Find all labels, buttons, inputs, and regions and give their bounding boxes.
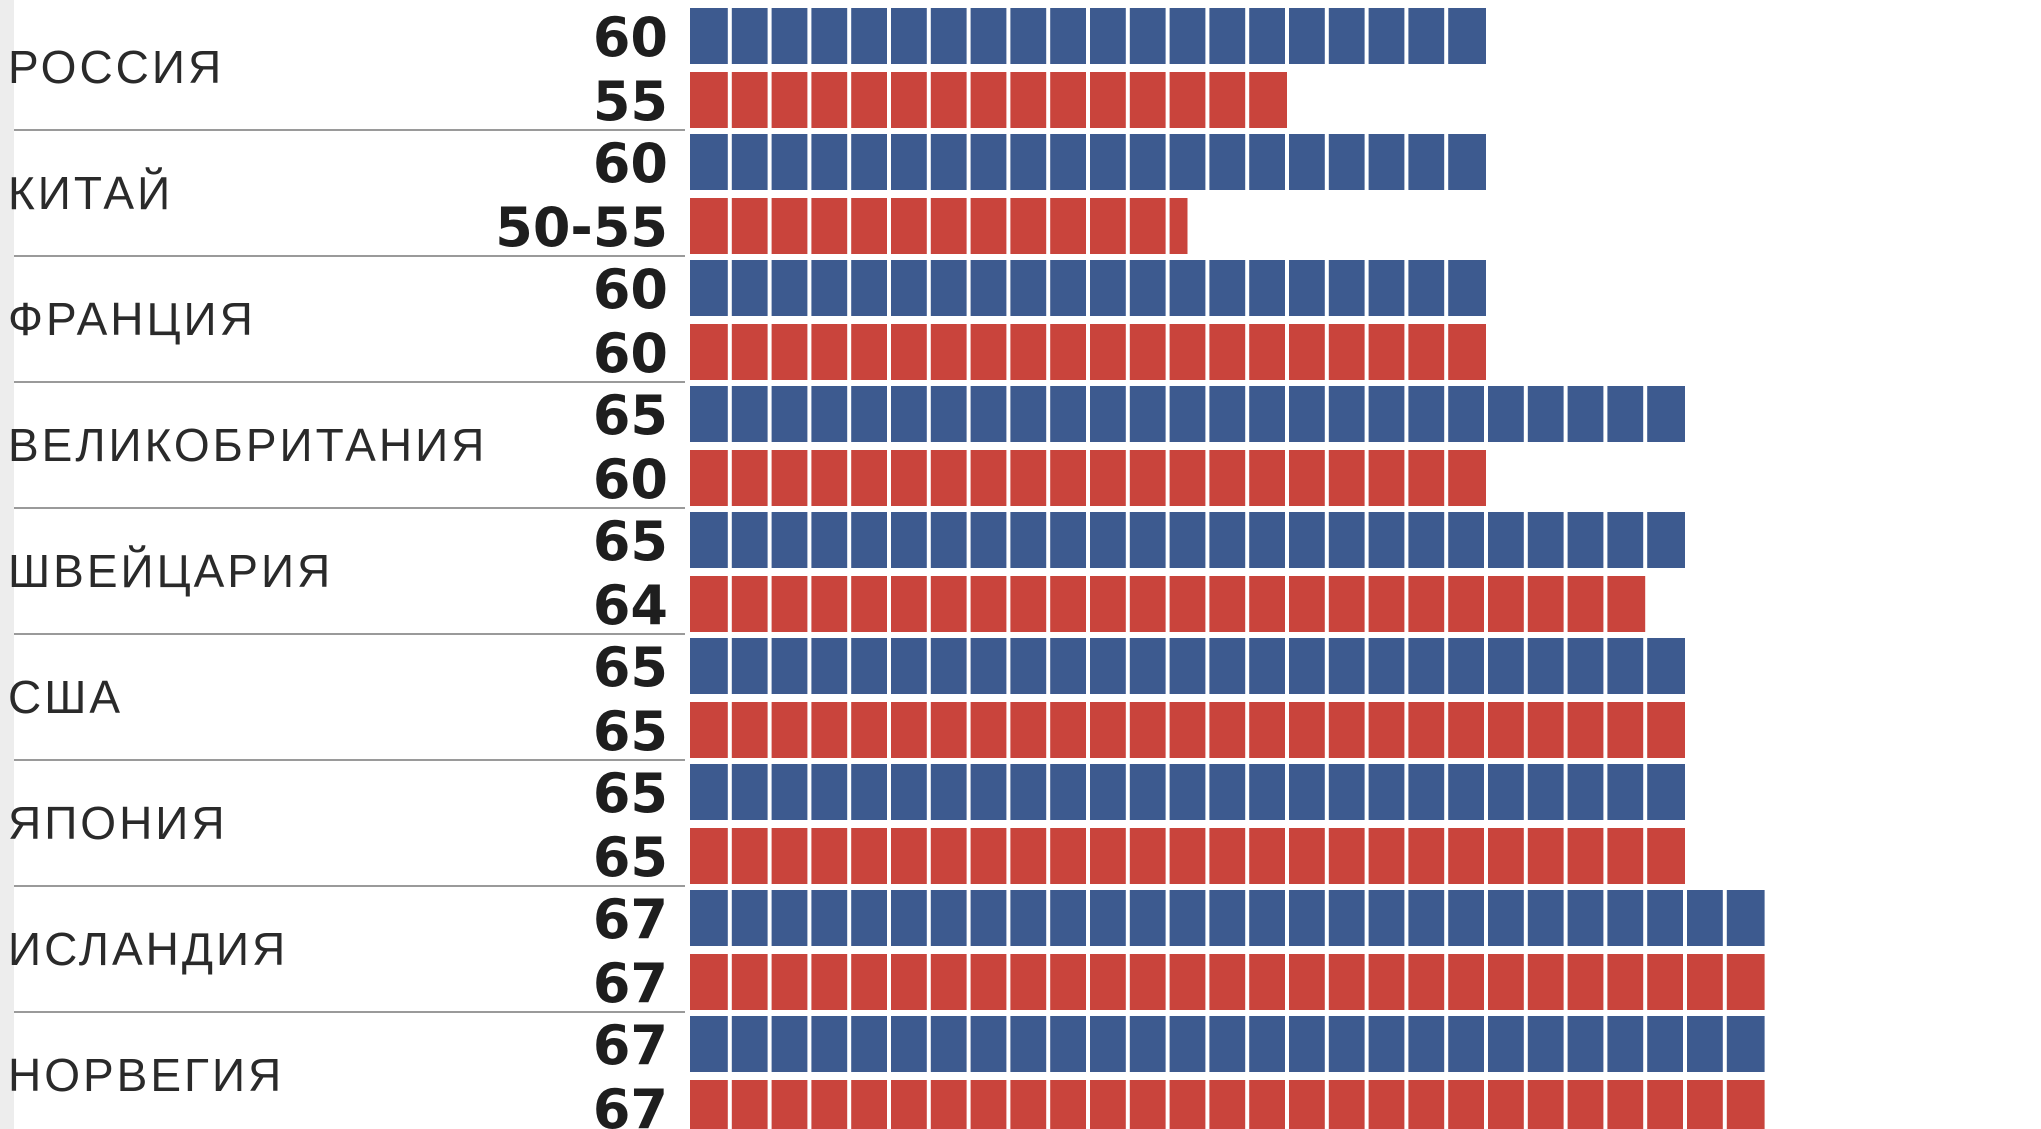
left-edge-strip (0, 0, 14, 1129)
bar-норвегия-series-2 (690, 1080, 1765, 1129)
bar-норвегия-series-1 (690, 1016, 1765, 1072)
row-dividers (14, 129, 685, 1013)
bar-россия-series-2 (690, 72, 1287, 128)
bar-исландия-series-1 (690, 890, 1765, 946)
bar-fill (690, 828, 1685, 884)
bar-fill (690, 702, 1685, 758)
value-label-норвегия-series-1: 67 (593, 1014, 668, 1077)
bar-швейцария-series-2 (690, 576, 1646, 632)
country-label-норвегия: НОРВЕГИЯ (8, 1049, 284, 1101)
bar-франция-series-2 (690, 324, 1486, 380)
bar-сша-series-2 (690, 702, 1685, 758)
bar-fill (690, 1080, 1765, 1129)
bars (690, 8, 1765, 1129)
bar-fill (690, 890, 1765, 946)
value-label-исландия-series-2: 67 (593, 952, 668, 1015)
bar-россия-series-1 (690, 8, 1486, 64)
bar-япония-series-1 (690, 764, 1685, 820)
value-label-сша-series-2: 65 (593, 700, 668, 763)
bar-китай-series-2 (690, 198, 1188, 254)
bar-япония-series-2 (690, 828, 1685, 884)
bar-великобритания-series-1 (690, 386, 1685, 442)
country-label-великобритания: ВЕЛИКОБРИТАНИЯ (8, 419, 487, 471)
value-label-франция-series-2: 60 (593, 322, 668, 385)
country-label-китай: КИТАЙ (8, 167, 173, 219)
bar-швейцария-series-1 (690, 512, 1685, 568)
country-label-франция: ФРАНЦИЯ (8, 293, 256, 345)
value-label-великобритания-series-1: 65 (593, 384, 668, 447)
value-label-франция-series-1: 60 (593, 258, 668, 321)
bar-исландия-series-2 (690, 954, 1765, 1010)
bar-fill (690, 764, 1685, 820)
bar-fill (690, 1016, 1765, 1072)
bar-fill (690, 954, 1765, 1010)
country-label-швейцария: ШВЕЙЦАРИЯ (8, 545, 333, 597)
country-label-исландия: ИСЛАНДИЯ (8, 923, 288, 975)
value-label-норвегия-series-2: 67 (593, 1078, 668, 1129)
bar-fill (690, 386, 1685, 442)
country-labels: РОССИЯ КИТАЙ ФРАНЦИЯ ВЕЛИКОБРИТАНИЯ ШВЕЙЦАРИ… (8, 41, 487, 1101)
value-label-швейцария-series-2: 64 (593, 574, 668, 637)
value-label-китай-series-1: 60 (593, 132, 668, 195)
country-label-япония: ЯПОНИЯ (8, 797, 228, 849)
value-label-россия-series-1: 60 (593, 6, 668, 69)
country-label-сша: США (8, 671, 123, 723)
bar-франция-series-1 (690, 260, 1486, 316)
value-label-исландия-series-1: 67 (593, 888, 668, 951)
value-label-сша-series-1: 65 (593, 636, 668, 699)
value-label-япония-series-1: 65 (593, 762, 668, 825)
value-label-россия-series-2: 55 (593, 70, 668, 133)
bar-fill (690, 198, 1188, 254)
value-label-швейцария-series-1: 65 (593, 510, 668, 573)
bar-великобритания-series-2 (690, 450, 1486, 506)
bar-fill (690, 72, 1287, 128)
value-label-япония-series-2: 65 (593, 826, 668, 889)
country-label-россия: РОССИЯ (8, 41, 224, 93)
value-label-китай-series-2: 50-55 (495, 196, 668, 259)
value-label-великобритания-series-2: 60 (593, 448, 668, 511)
bar-китай-series-1 (690, 134, 1486, 190)
bar-fill (690, 638, 1685, 694)
bar-fill (690, 512, 1685, 568)
bar-сша-series-1 (690, 638, 1685, 694)
